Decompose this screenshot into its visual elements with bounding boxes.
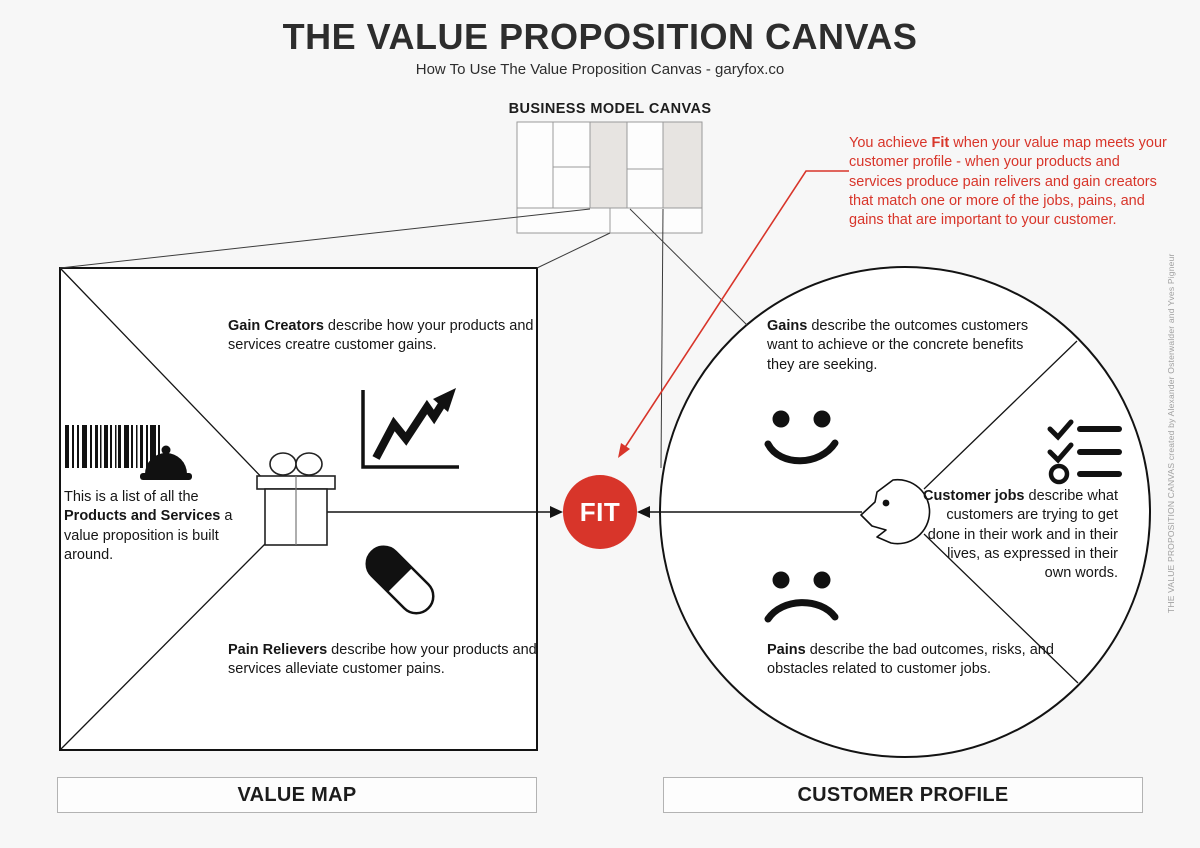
products-services-text: This is a list of all the Products and S… <box>64 489 233 563</box>
value-map-label: VALUE MAP <box>57 777 537 813</box>
checklist-icon <box>1047 419 1122 485</box>
sad-face-icon <box>764 571 839 623</box>
gain-creators-text: Gain Creators describe how your products… <box>228 318 534 354</box>
barcode-icon <box>65 425 160 468</box>
smiley-face-icon <box>764 410 839 465</box>
page-title: THE VALUE PROPOSITION CANVAS <box>282 16 918 57</box>
fit-badge: FIT <box>563 475 637 549</box>
customer-to-fit-arrow <box>637 506 862 518</box>
customer-profile-divider-lines <box>923 340 1079 684</box>
value-map-divider-lines <box>60 268 271 750</box>
value-map-to-fit-arrow <box>326 506 563 518</box>
bmc-thumbnail-label: BUSINESS MODEL CANVAS <box>508 101 712 117</box>
pains-term: Pains <box>767 642 806 658</box>
customer-jobs-text: Customer jobs describe what customers ar… <box>922 488 1118 582</box>
credit-text: THE VALUE PROPOSITION CANVAS created by … <box>1166 253 1176 613</box>
gain-creators-term: Gain Creators <box>228 318 324 334</box>
gains-term: Gains <box>767 318 808 334</box>
bmc-customer-segment-cell <box>662 121 703 209</box>
bmc-value-proposition-cell <box>589 121 628 209</box>
pain-relievers-term: Pain Relievers <box>228 642 328 658</box>
profile-head-icon <box>860 478 931 545</box>
fit-note-suffix: when your value map meets your customer … <box>849 135 1167 229</box>
fit-note-bold: Fit <box>931 135 950 151</box>
bmc-connector-lines <box>59 208 748 469</box>
service-bell-icon <box>140 445 192 480</box>
fit-note: You achieve Fit when your value map meet… <box>849 134 1171 230</box>
pill-icon <box>365 545 435 615</box>
fit-note-prefix: You achieve <box>849 135 932 151</box>
page-subtitle: How To Use The Value Proposition Canvas … <box>415 61 785 78</box>
gains-text: Gains describe the outcomes customers wa… <box>767 318 1029 373</box>
customer-profile-label: CUSTOMER PROFILE <box>663 777 1143 813</box>
pain-relievers-text: Pain Relievers describe how your product… <box>228 642 537 678</box>
business-model-canvas-thumbnail <box>516 121 703 234</box>
gift-box-icon <box>256 452 336 546</box>
pains-text: Pains describe the bad outcomes, risks, … <box>767 642 1054 678</box>
growth-chart-icon <box>361 388 459 469</box>
fit-note-arrow <box>618 170 849 458</box>
customer-jobs-term: Customer jobs <box>922 488 1025 504</box>
products-services-term: Products and Services <box>64 508 221 525</box>
